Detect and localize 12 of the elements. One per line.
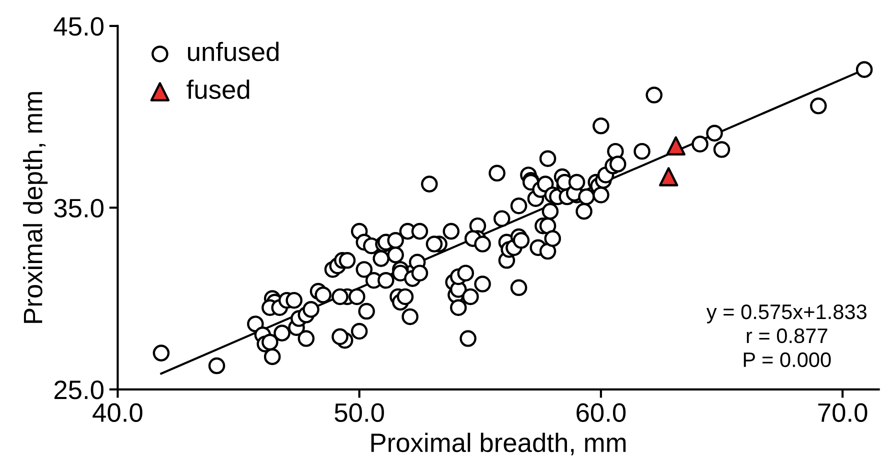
annotation: y = 0.575x+1.833 r = 0.877 P = 0.000 [706, 304, 866, 368]
legend-label: unfused [188, 42, 279, 62]
y-axis-title: Proximal depth, mm [23, 92, 48, 323]
x-tick-label: 70.0 [818, 403, 868, 422]
y-tick-label: 25.0 [54, 380, 104, 400]
legend-label: fused [186, 80, 250, 99]
y-tick-label: 35.0 [54, 198, 104, 218]
x-tick-label: 60.0 [576, 403, 626, 422]
x-tick-label: 50.0 [334, 403, 384, 422]
x-axis-title: Proximal breadth, mm [371, 432, 626, 456]
x-tick-label: 40.0 [92, 403, 142, 422]
y-tick-label: 45.0 [54, 17, 104, 36]
